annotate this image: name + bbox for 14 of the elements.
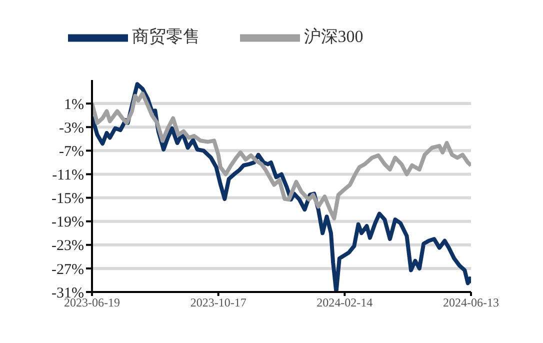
x-tick-label: 2024-06-13 <box>443 296 499 310</box>
y-tick-label: -15% <box>52 191 84 208</box>
line-series <box>92 92 471 220</box>
x-tick-label: 2024-02-14 <box>316 296 373 310</box>
legend-label: 沪深300 <box>304 26 364 46</box>
y-tick-label: -23% <box>52 238 84 254</box>
y-tick-label: -27% <box>52 262 84 278</box>
legend-label: 商贸零售 <box>132 26 200 46</box>
y-tick-label: -19% <box>52 214 84 231</box>
y-tick-label: -11% <box>52 168 84 184</box>
x-tick-label: 2023-10-17 <box>190 296 246 310</box>
y-tick-label: 1% <box>64 96 84 113</box>
y-tick-label: -3% <box>59 120 84 136</box>
y-tick-label: -7% <box>59 144 84 160</box>
